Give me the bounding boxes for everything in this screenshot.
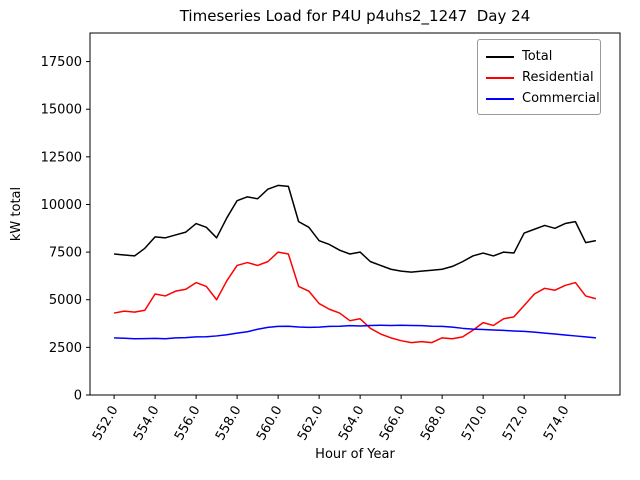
legend-entry-residential: Residential	[486, 67, 594, 88]
y-tick-label: 12500	[41, 150, 82, 165]
legend-label-commercial: Commercial	[522, 91, 600, 106]
y-axis-label: kW total	[9, 187, 24, 241]
x-tick-label: 558.0	[213, 404, 245, 444]
legend-line-residential	[486, 76, 514, 79]
legend-label-total: Total	[522, 49, 553, 64]
axes-frame	[89, 32, 621, 396]
legend: Total Residential Commercial	[477, 39, 601, 115]
chart-title: Timeseries Load for P4U p4uhs2_1247 Day …	[179, 7, 531, 26]
y-tick-label: 0	[74, 389, 82, 404]
y-tick-label: 7500	[49, 246, 82, 261]
x-tick-label: 568.0	[418, 404, 450, 444]
x-axis-label: Hour of Year	[315, 447, 395, 462]
y-tick-label: 17500	[41, 55, 82, 70]
x-tick-label: 564.0	[336, 404, 368, 444]
legend-label-residential: Residential	[522, 70, 594, 85]
x-tick-label: 554.0	[131, 404, 163, 444]
series-line-total	[114, 184, 597, 273]
x-tick-label: 574.0	[541, 404, 573, 444]
series-line-commercial	[114, 324, 596, 340]
x-tick-label: 556.0	[172, 404, 204, 444]
y-tick-label: 10000	[41, 198, 82, 213]
y-tick-label: 2500	[49, 341, 82, 356]
x-tick-label: 560.0	[254, 404, 286, 444]
series-line-residential	[113, 251, 597, 344]
legend-line-total	[486, 55, 514, 58]
x-tick-label: 572.0	[500, 404, 532, 444]
legend-entry-total: Total	[486, 46, 592, 67]
y-tick-label: 5000	[49, 293, 82, 308]
x-tick-label: 566.0	[377, 404, 409, 444]
legend-entry-commercial: Commercial	[486, 88, 600, 109]
x-tick-label: 570.0	[459, 404, 491, 444]
x-tick-label: 562.0	[295, 404, 327, 444]
x-tick-label: 552.0	[90, 404, 122, 444]
legend-line-commercial	[486, 97, 514, 100]
y-tick-label: 15000	[41, 103, 82, 118]
